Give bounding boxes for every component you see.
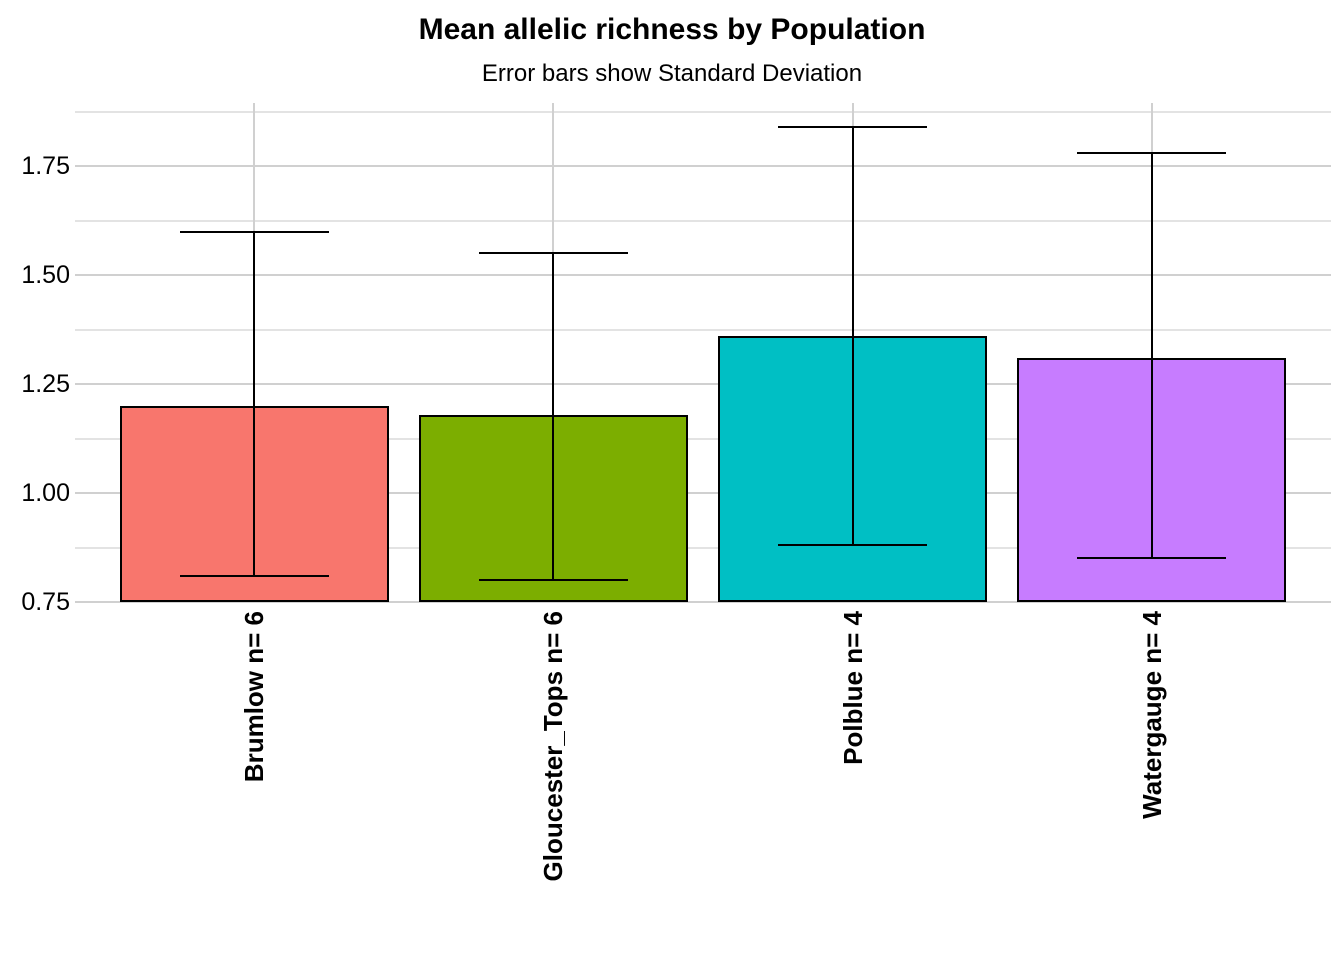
error-bar-cap-bottom-watergauge-n-4 <box>1076 557 1227 560</box>
error-bar-cap-top-watergauge-n-4 <box>1076 152 1227 155</box>
error-bar-line-brumlow-n-6 <box>253 231 256 576</box>
gridline-major-y-1-75 <box>75 165 1331 168</box>
y-tick-label-1-50: 1.50 <box>21 261 70 290</box>
x-tick-label-gloucester-tops-n-6: Gloucester_Tops n= 6 <box>538 611 569 882</box>
error-bar-cap-top-brumlow-n-6 <box>179 230 330 233</box>
y-tick-label-1-25: 1.25 <box>21 370 70 399</box>
error-bar-line-gloucester-tops-n-6 <box>552 253 555 581</box>
gridline-major-y-1-50 <box>75 274 1331 277</box>
gridline-major-y-0-75 <box>75 601 1331 603</box>
error-bar-cap-top-polblue-n-4 <box>777 125 928 128</box>
error-bar-cap-bottom-polblue-n-4 <box>777 544 928 547</box>
gridline-major-y-1-25 <box>75 383 1331 386</box>
gridline-minor-y-1-625 <box>75 219 1331 222</box>
error-bar-cap-bottom-brumlow-n-6 <box>179 574 330 577</box>
gridline-minor-y-1-875 <box>75 110 1331 113</box>
gridline-minor-y-1-125 <box>75 437 1331 440</box>
y-tick-label-0-75: 0.75 <box>21 588 70 616</box>
x-tick-label-polblue-n-4: Polblue n= 4 <box>837 611 868 765</box>
chart-title: Mean allelic richness by Population <box>418 13 926 46</box>
gridline-minor-y-0-875 <box>75 546 1331 549</box>
error-bar-line-watergauge-n-4 <box>1150 153 1153 559</box>
error-bar-cap-top-gloucester-tops-n-6 <box>478 252 629 255</box>
chart-subtitle: Error bars show Standard Deviation <box>481 60 863 87</box>
gridline-major-y-1-00 <box>75 492 1331 495</box>
y-tick-label-1-75: 1.75 <box>21 152 70 181</box>
x-tick-label-brumlow-n-6: Brumlow n= 6 <box>239 611 270 783</box>
x-tick-label-watergauge-n-4: Watergauge n= 4 <box>1136 611 1167 819</box>
plot-area <box>75 103 1331 603</box>
error-bar-line-polblue-n-4 <box>851 126 854 546</box>
y-tick-label-1-00: 1.00 <box>21 479 70 508</box>
error-bar-cap-bottom-gloucester-tops-n-6 <box>478 579 629 582</box>
gridline-minor-y-1-375 <box>75 328 1331 331</box>
